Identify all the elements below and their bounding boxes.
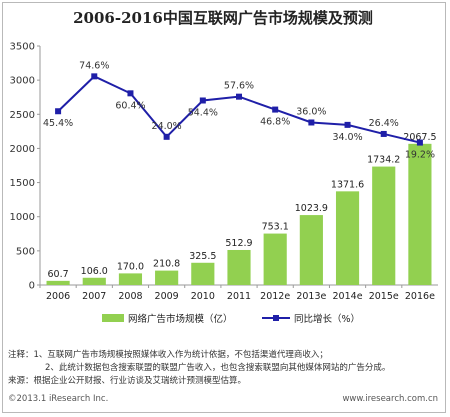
- growth-label: 54.4%: [188, 107, 218, 118]
- growth-label: 34.0%: [332, 132, 362, 143]
- bar-value-label: 210.8: [153, 259, 180, 270]
- copyright-text: ©2013.1 iResearch Inc.: [8, 394, 109, 404]
- growth-label: 36.0%: [296, 106, 326, 117]
- growth-label: 46.8%: [260, 117, 290, 128]
- bar: [46, 280, 70, 285]
- bar-value-label: 1734.2: [367, 155, 400, 166]
- note-line-2: 2、此统计数据包含搜索联盟的联盟广告收入，也包含搜索联盟向其他媒体网站的广告分成…: [45, 363, 391, 373]
- growth-point: [344, 121, 351, 128]
- bar-value-label: 60.7: [48, 269, 69, 280]
- bar-value-label: 512.9: [225, 238, 252, 249]
- y-tick-label: 1000: [10, 212, 35, 223]
- bar: [299, 215, 323, 285]
- y-tick-label: 500: [16, 246, 35, 257]
- y-tick-label: 0: [29, 281, 35, 292]
- bar: [227, 249, 251, 285]
- growth-label: 45.4%: [43, 118, 73, 129]
- growth-point: [308, 119, 315, 126]
- growth-label: 26.4%: [369, 118, 399, 129]
- legend-bar-swatch: [102, 314, 124, 322]
- growth-point: [127, 90, 134, 97]
- bar: [82, 277, 106, 285]
- bar: [263, 233, 287, 285]
- bar-value-label: 1371.6: [331, 179, 364, 190]
- y-tick-label: 3000: [10, 76, 35, 87]
- chart-canvas: 0 500 1000 1500 2000 2500 3000 3500 60.7 106.0 170…: [10, 42, 438, 325]
- website-text: www.iresearch.com.cn: [342, 394, 438, 404]
- x-tick-label: 2006: [46, 291, 70, 302]
- x-tick-label: 2015e: [369, 291, 399, 302]
- growth-point: [380, 130, 387, 137]
- y-tick-label: 3500: [10, 42, 35, 53]
- bar-value-label: 106.0: [81, 266, 108, 277]
- bar: [191, 262, 215, 285]
- y-tick-label: 2500: [10, 110, 35, 121]
- bar-value-label: 170.0: [117, 261, 144, 272]
- growth-point: [236, 93, 242, 100]
- legend-bar-label: 网络广告市场规模（亿）: [128, 313, 233, 325]
- growth-point: [199, 97, 206, 104]
- source-line: 来源：根据企业公开财报、行业访谈及艾瑞统计预测模型估算。: [8, 376, 247, 386]
- chart-title: 2006-2016中国互联网广告市场规模及预测: [73, 9, 373, 27]
- x-tick-label: 2010: [191, 291, 215, 302]
- growth-label: 60.4%: [115, 100, 145, 111]
- note-line-1: 注释：1、互联网广告市场规模按照媒体收入作为统计依据，不包括渠道代理商收入；: [8, 350, 328, 360]
- y-tick-label: 1500: [10, 178, 35, 189]
- bar-value-label: 753.1: [262, 222, 289, 233]
- bar-value-label: 2067.5: [403, 132, 436, 143]
- growth-label: 24.0%: [152, 121, 182, 132]
- growth-label: 19.2%: [405, 150, 435, 161]
- x-tick-label: 2013e: [296, 291, 326, 302]
- x-tick-label: 2009: [155, 291, 179, 302]
- growth-point: [416, 139, 423, 146]
- bar: [408, 143, 432, 285]
- chart-frame: [2, 2, 446, 413]
- growth-point: [163, 133, 170, 140]
- bar: [155, 270, 179, 285]
- x-tick-label: 2011: [227, 291, 251, 302]
- bar-value-label: 1023.9: [295, 203, 328, 214]
- x-tick-label: 2012e: [260, 291, 290, 302]
- bar: [118, 273, 143, 285]
- x-tick-label: 2008: [118, 291, 142, 302]
- bar-value-label: 325.5: [189, 251, 216, 262]
- growth-point: [91, 73, 98, 80]
- legend-line-marker: [273, 315, 279, 321]
- legend-line-label: 同比增长（%）: [294, 313, 360, 325]
- x-tick-label: 2016e: [405, 291, 435, 302]
- growth-label: 74.6%: [79, 60, 109, 71]
- growth-label: 57.6%: [224, 81, 254, 92]
- growth-point: [272, 106, 279, 113]
- bar: [372, 166, 396, 285]
- bar: [335, 191, 360, 285]
- y-tick-label: 2000: [10, 144, 35, 155]
- growth-point: [55, 108, 62, 115]
- x-tick-label: 2007: [82, 291, 106, 302]
- x-tick-label: 2014e: [333, 291, 363, 302]
